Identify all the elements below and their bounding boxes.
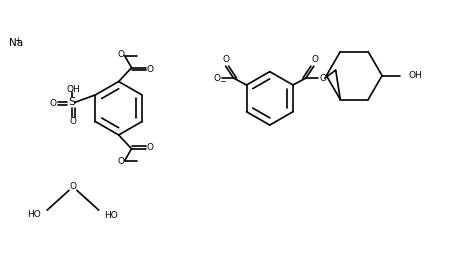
Text: O: O [319,74,326,83]
Text: −: − [219,78,225,86]
Text: O: O [117,50,124,59]
Text: Na: Na [9,38,23,48]
Text: O: O [311,55,319,64]
Text: O: O [69,182,76,191]
Text: OH: OH [66,85,80,94]
Text: O: O [147,143,154,152]
Text: O: O [49,99,57,108]
Text: O: O [147,65,154,74]
Text: O: O [117,157,124,166]
Text: O: O [70,117,77,125]
Text: S: S [69,97,75,107]
Text: HO: HO [27,210,41,219]
Text: O: O [213,74,220,83]
Text: OH: OH [409,71,423,80]
Text: HO: HO [104,211,117,220]
Text: O: O [222,55,229,64]
Text: +: + [14,36,21,45]
